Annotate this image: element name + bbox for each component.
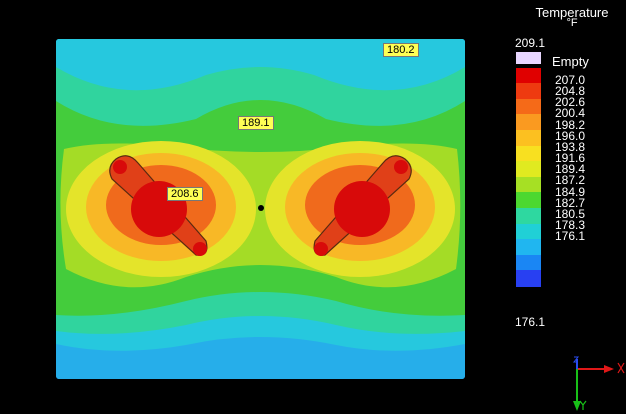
legend-swatch [516, 239, 541, 256]
legend-tick-label: 184.9 [555, 184, 586, 199]
center-marker [258, 205, 264, 211]
legend-empty-label: Empty [552, 54, 589, 69]
legend-swatch [516, 161, 541, 178]
legend-swatch [516, 98, 541, 116]
legend-tick-label: 193.8 [555, 139, 586, 154]
legend-title: Temperature [535, 5, 609, 20]
legend-swatch [516, 114, 541, 131]
hot-spot-left-upper [113, 160, 127, 174]
legend-tick-label: 189.4 [555, 162, 586, 177]
legend-tick-label: 207.0 [555, 73, 586, 87]
legend-swatch [516, 145, 541, 163]
legend-swatch [516, 130, 541, 147]
legend-tick-label: 187.2 [555, 173, 586, 188]
legend-tick-label: 182.7 [555, 195, 586, 210]
probe-label-left-hot: 208.6 [167, 187, 203, 201]
legend-swatch [516, 223, 541, 241]
legend-tick-label: 176.1 [555, 229, 586, 244]
axis-triad-icon [572, 356, 625, 411]
legend-tick-label: 202.6 [555, 95, 586, 110]
legend-unit: °F [566, 17, 578, 29]
legend-swatch [516, 83, 541, 100]
legend-tick-label: 180.5 [555, 206, 586, 221]
hot-spot-left-lower [193, 242, 207, 256]
probe-label-top-right: 180.2 [383, 43, 419, 57]
probe-label-center: 189.1 [238, 116, 274, 130]
legend-tick-label: 204.8 [555, 84, 586, 99]
temperature-contour-plot[interactable] [56, 39, 465, 379]
legend-tick-label: 198.2 [555, 117, 586, 132]
legend-tick-label: 196.0 [555, 128, 586, 143]
legend-swatch [516, 208, 541, 225]
legend-swatch-empty [516, 52, 541, 64]
legend-min-value: 176.1 [515, 315, 546, 329]
legend-tick-label: 178.3 [555, 217, 586, 232]
hot-spot-right [334, 181, 390, 237]
legend-color-bar [516, 52, 541, 315]
legend-swatch [516, 67, 541, 85]
legend-max-value: 209.1 [515, 36, 546, 50]
hot-spot-right-upper [394, 160, 408, 174]
legend-tick-label: 200.4 [555, 106, 586, 121]
legend-swatch [516, 176, 541, 194]
legend-swatch [516, 192, 541, 209]
legend-tick-label: 191.6 [555, 151, 586, 166]
legend-swatch [516, 254, 541, 272]
legend-swatch [516, 270, 541, 287]
hot-spot-right-lower [314, 242, 328, 256]
